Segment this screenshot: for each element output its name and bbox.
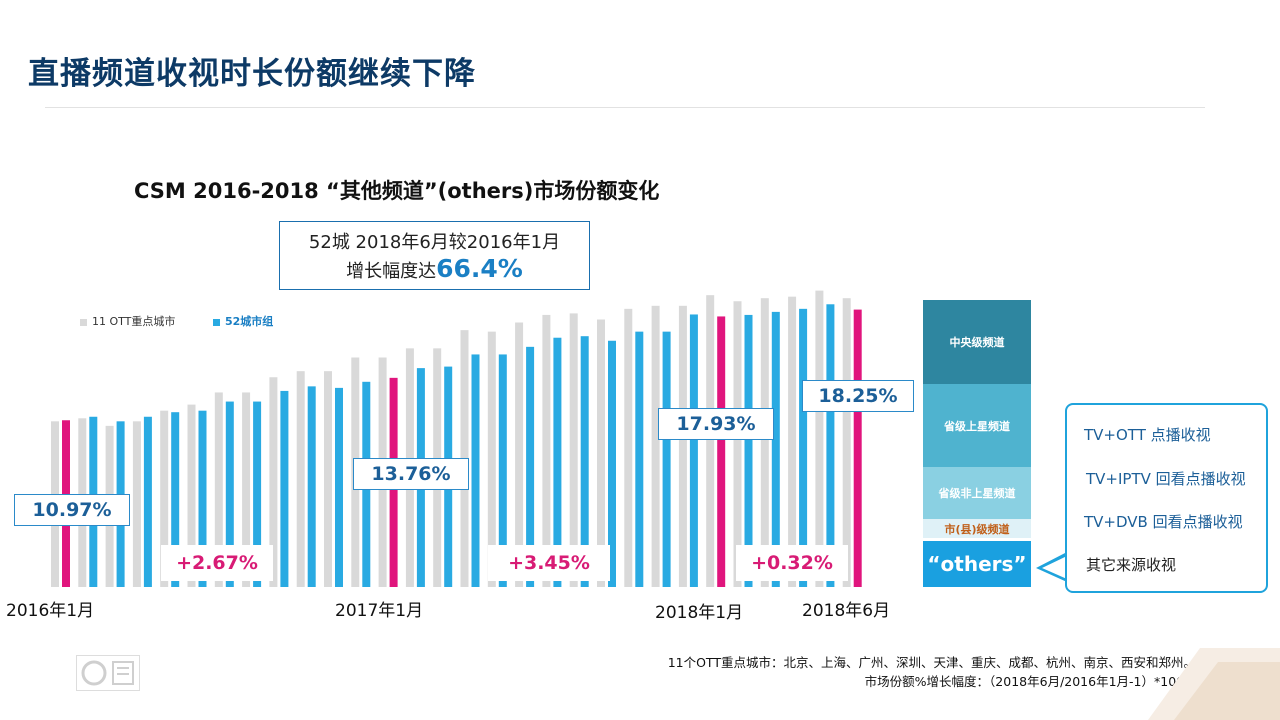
stack-label-provincial-non-satellite: 省级非上星频道: [938, 487, 1016, 500]
growth-summary-box: 52城 2018年6月较2016年1月 增长幅度达66.4%: [279, 221, 590, 290]
bar-52-23: [689, 314, 698, 587]
callout-item-ott: TV+OTT 点播收视: [1084, 426, 1211, 444]
value-label-2017-01: 13.76%: [353, 458, 469, 490]
growth-line-2-text: 增长幅度达: [346, 261, 437, 282]
certification-logo-icon: [76, 655, 140, 691]
bar-52-8: [280, 390, 289, 587]
stack-segment-city-county: 市(县)级频道: [923, 519, 1031, 538]
callout-item-dvb: TV+DVB 回看点播收视: [1084, 513, 1243, 531]
legend-label-52: 52城市组: [225, 315, 274, 328]
bar-ott-5: [187, 404, 196, 587]
bar-52-4: [171, 412, 180, 587]
bar-52-5: [198, 410, 207, 587]
bar-52-10: [335, 387, 343, 587]
date-label-2017-01: 2017年1月: [335, 601, 424, 621]
page-title: 直播频道收视时长份额继续下降: [28, 56, 476, 92]
bar-52-28: [826, 304, 835, 587]
bar-ott-21: [624, 308, 633, 587]
bar-ott-18: [542, 314, 551, 587]
callout-item-other: 其它来源收视: [1086, 556, 1177, 574]
delta-label-2016: +2.67%: [161, 545, 273, 581]
stack-segment-provincial-non-satellite: 省级非上星频道: [923, 467, 1031, 519]
chart-title: CSM 2016-2018 “其他频道”(others)市场份额变化: [134, 179, 660, 203]
footnote-cities: 11个OTT重点城市：北京、上海、广州、深圳、天津、重庆、成都、杭州、南京、西安…: [667, 655, 1196, 670]
bar-52-24: [717, 316, 726, 587]
stack-label-city-county: 市(县)级频道: [944, 522, 1010, 536]
bar-52-6: [225, 401, 234, 587]
legend-item-ott: 11 OTT重点城市: [80, 313, 175, 329]
legend-swatch-ott: [80, 318, 87, 326]
bar-52-19: [580, 336, 589, 587]
bar-52-3: [143, 416, 152, 587]
bar-52-9: [307, 386, 316, 587]
bar-ott-25: [733, 301, 742, 587]
legend-item-52: 52城市组: [213, 313, 273, 329]
value-label-2016-01: 10.97%: [14, 494, 130, 526]
value-label-2018-01: 17.93%: [658, 408, 774, 440]
date-label-2018-01: 2018年1月: [655, 603, 744, 623]
bar-ott-16: [487, 331, 496, 587]
source-callout-box: TV+OTT 点播收视 TV+IPTV 回看点播收视 TV+DVB 回看点播收视…: [1065, 403, 1268, 593]
stack-label-others: “others”: [927, 552, 1027, 576]
bar-ott-26: [760, 298, 769, 587]
bar-ott-10: [324, 371, 332, 587]
bar-ott-29: [842, 298, 851, 587]
bar-52-17: [526, 346, 535, 587]
value-label-2018-06: 18.25%: [802, 380, 914, 412]
bar-ott-6: [214, 392, 223, 587]
delta-label-2017: +3.45%: [488, 545, 610, 581]
bar-52-26: [771, 311, 780, 587]
stack-label-provincial-satellite: 省级上星频道: [944, 419, 1010, 433]
bar-ott-4: [160, 410, 169, 587]
bar-52-21: [635, 331, 644, 587]
bar-ott-22: [651, 305, 660, 587]
bar-ott-27: [788, 296, 797, 587]
bar-ott-20: [597, 319, 605, 587]
bar-52-20: [608, 340, 616, 587]
bar-52-25: [744, 314, 753, 587]
bar-52-22: [662, 331, 671, 587]
stack-segment-provincial-satellite: 省级上星频道: [923, 384, 1031, 467]
bar-ott-24: [706, 295, 715, 587]
stack-label-central: 中央级频道: [949, 336, 1005, 349]
bar-ott-19: [569, 313, 578, 587]
bar-ott-7: [242, 392, 251, 587]
stack-segment-central: 中央级频道: [923, 300, 1031, 384]
bar-52-29: [853, 309, 862, 587]
growth-line-1: 52城 2018年6月较2016年1月: [308, 232, 561, 253]
delta-label-2018: +0.32%: [736, 545, 848, 581]
growth-percent: 66.4%: [436, 254, 523, 283]
corner-brand-icon: [1148, 648, 1280, 720]
callout-pointer-icon: [1036, 552, 1067, 582]
bar-52-16: [498, 354, 507, 587]
title-divider: [45, 107, 1205, 108]
stack-segment-others: “others”: [923, 541, 1031, 587]
bar-52-7: [253, 401, 262, 587]
legend-swatch-52: [213, 318, 220, 326]
legend-label-ott: 11 OTT重点城市: [92, 315, 176, 328]
growth-line-2: 增长幅度达66.4%: [280, 254, 589, 283]
bar-52-18: [553, 337, 562, 587]
bar-ott-28: [815, 290, 824, 587]
bar-52-15: [471, 354, 480, 587]
bar-ott-8: [269, 377, 278, 587]
bar-ott-3: [132, 421, 141, 587]
footnote-formula: 市场份额%增长幅度：（2018年6月/2016年1月-1）*100%: [864, 674, 1196, 689]
bar-52-27: [799, 308, 808, 587]
callout-item-iptv: TV+IPTV 回看点播收视: [1086, 470, 1246, 488]
bar-ott-9: [296, 371, 305, 587]
date-label-2018-06: 2018年6月: [802, 601, 891, 621]
bar-ott-23: [678, 305, 687, 587]
bar-ott-17: [515, 322, 524, 587]
date-label-2016-01: 2016年1月: [6, 601, 95, 621]
